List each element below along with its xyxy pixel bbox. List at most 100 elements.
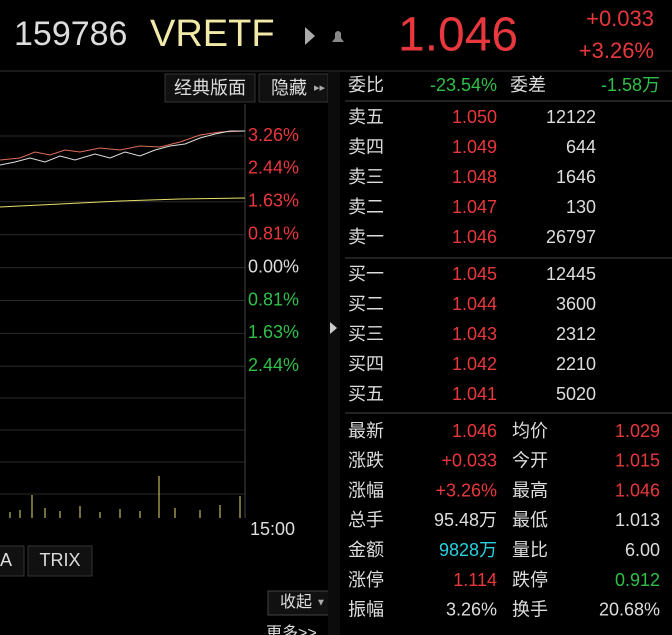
level-label: 卖一 [348,227,384,247]
stat-label: 总手 [348,510,384,530]
collapse-label: 收起 [280,593,312,611]
level-volume: 12445 [546,264,596,284]
splitter-arrow[interactable] [330,322,337,334]
hide-button-label: 隐藏 [271,78,307,98]
time-label: 15:00 [250,519,295,539]
stat-label: 跌停 [512,570,548,590]
layout-button-label: 经典版面 [174,78,246,98]
level-price: 1.043 [452,324,497,344]
stat-label: 振幅 [348,600,384,620]
order-book: 卖五 1.050 12122 卖四 1.049 644 卖三 1.048 1646 卖二 1.047… [348,107,596,404]
axis-label: 3.26% [248,125,299,145]
price-line [0,130,245,166]
level-price: 1.047 [452,197,497,217]
level-price: 1.041 [452,384,497,404]
tab-label: TRIX [39,550,80,570]
level-label: 买五 [348,384,384,404]
stat-value: 3.26% [446,600,497,620]
stock-code: 159786 [14,15,127,53]
change-pct: +3.26% [579,38,654,63]
level-label: 买四 [348,354,384,374]
stat-label: 今开 [512,451,548,471]
tab[interactable] [27,545,93,577]
level-price: 1.049 [452,137,497,157]
stat-value: 20.68% [599,600,660,620]
stat-label: 换手 [512,600,548,620]
chart-grid: 3.26% 2.44% 1.63% 0.81% 0.00% 0.81% 1.63% 2.44% [0,125,299,495]
hide-arrows: ▸▸ [314,82,326,94]
axis-label: 2.44% [248,158,299,178]
level-volume: 12122 [546,107,596,127]
level-volume: 26797 [546,227,596,247]
price-line-upper [0,130,246,161]
diff-value: -1.58万 [601,75,660,95]
stat-value: 1.046 [615,480,660,500]
axis-label: 0.00% [248,256,299,276]
stat-label: 最高 [512,480,548,500]
level-label: 卖五 [348,107,384,127]
alert-bell[interactable] [332,31,344,42]
axis-label: 0.81% [248,223,299,243]
level-volume: 130 [566,197,596,217]
stat-value: 0.912 [615,570,660,590]
layout-button[interactable] [164,73,256,103]
level-price: 1.046 [452,227,497,247]
stat-value: 1.013 [615,510,660,530]
hide-button[interactable] [258,73,329,103]
level-volume: 2210 [556,354,596,374]
stat-value: +3.26% [435,480,497,500]
stat-value: 95.48万 [434,510,497,530]
stat-value: +0.033 [441,451,497,471]
collapse-button[interactable] [267,590,331,616]
level-price: 1.042 [452,354,497,374]
stat-value: 1.114 [453,570,497,590]
level-price: 1.044 [452,294,497,314]
level-volume: 5020 [556,384,596,404]
axis-label: 1.63% [248,322,299,342]
level-volume: 3600 [556,294,596,314]
stat-label: 金额 [348,540,384,560]
stat-label: 量比 [512,540,548,560]
stat-label: 均价 [512,421,548,441]
level-label: 买三 [348,324,384,344]
ratio-value: -23.54% [430,75,497,95]
level-label: 买一 [348,264,384,284]
axis-label: 2.44% [248,355,299,375]
stat-label: 最低 [512,510,548,530]
stat-label: 涨停 [348,570,384,590]
tab[interactable] [0,545,25,577]
splitter[interactable] [328,72,340,635]
stat-label: 涨跌 [348,451,384,471]
quote-stats: 最新 1.046 均价 1.029 涨跌 +0.033 今开 1.015 涨幅 +3.26% 最高 1… [348,421,660,620]
stat-value: 1.015 [615,451,660,471]
stat-label: 最新 [348,421,384,441]
axis-label: 1.63% [248,191,299,211]
collapse-arrow: ▼ [316,598,326,609]
level-price: 1.050 [452,107,497,127]
level-price: 1.045 [452,264,497,284]
stat-value: 1.029 [615,421,660,441]
level-label: 卖四 [348,137,384,157]
price: 1.046 [398,9,518,62]
more-link[interactable]: 更多>> [266,624,317,635]
axis-label: 0.81% [248,289,299,309]
stat-label: 涨幅 [348,480,384,500]
stat-value: 6.00 [625,540,660,560]
stat-value: 9828万 [439,540,497,560]
level-price: 1.048 [452,167,497,187]
volume-bars [9,476,241,518]
level-volume: 644 [566,137,596,157]
change: +0.033 [586,6,654,31]
stat-value: 1.046 [452,421,497,441]
level-label: 卖二 [348,197,384,217]
average-line [0,197,246,208]
stock-name: VRETF [150,13,275,55]
expand-arrow[interactable] [305,27,315,45]
level-label: 买二 [348,294,384,314]
ratio-label: 委比 [348,75,384,95]
level-label: 卖三 [348,167,384,187]
level-volume: 2312 [556,324,596,344]
diff-label: 委差 [510,75,546,95]
tab-label: A [0,550,12,570]
